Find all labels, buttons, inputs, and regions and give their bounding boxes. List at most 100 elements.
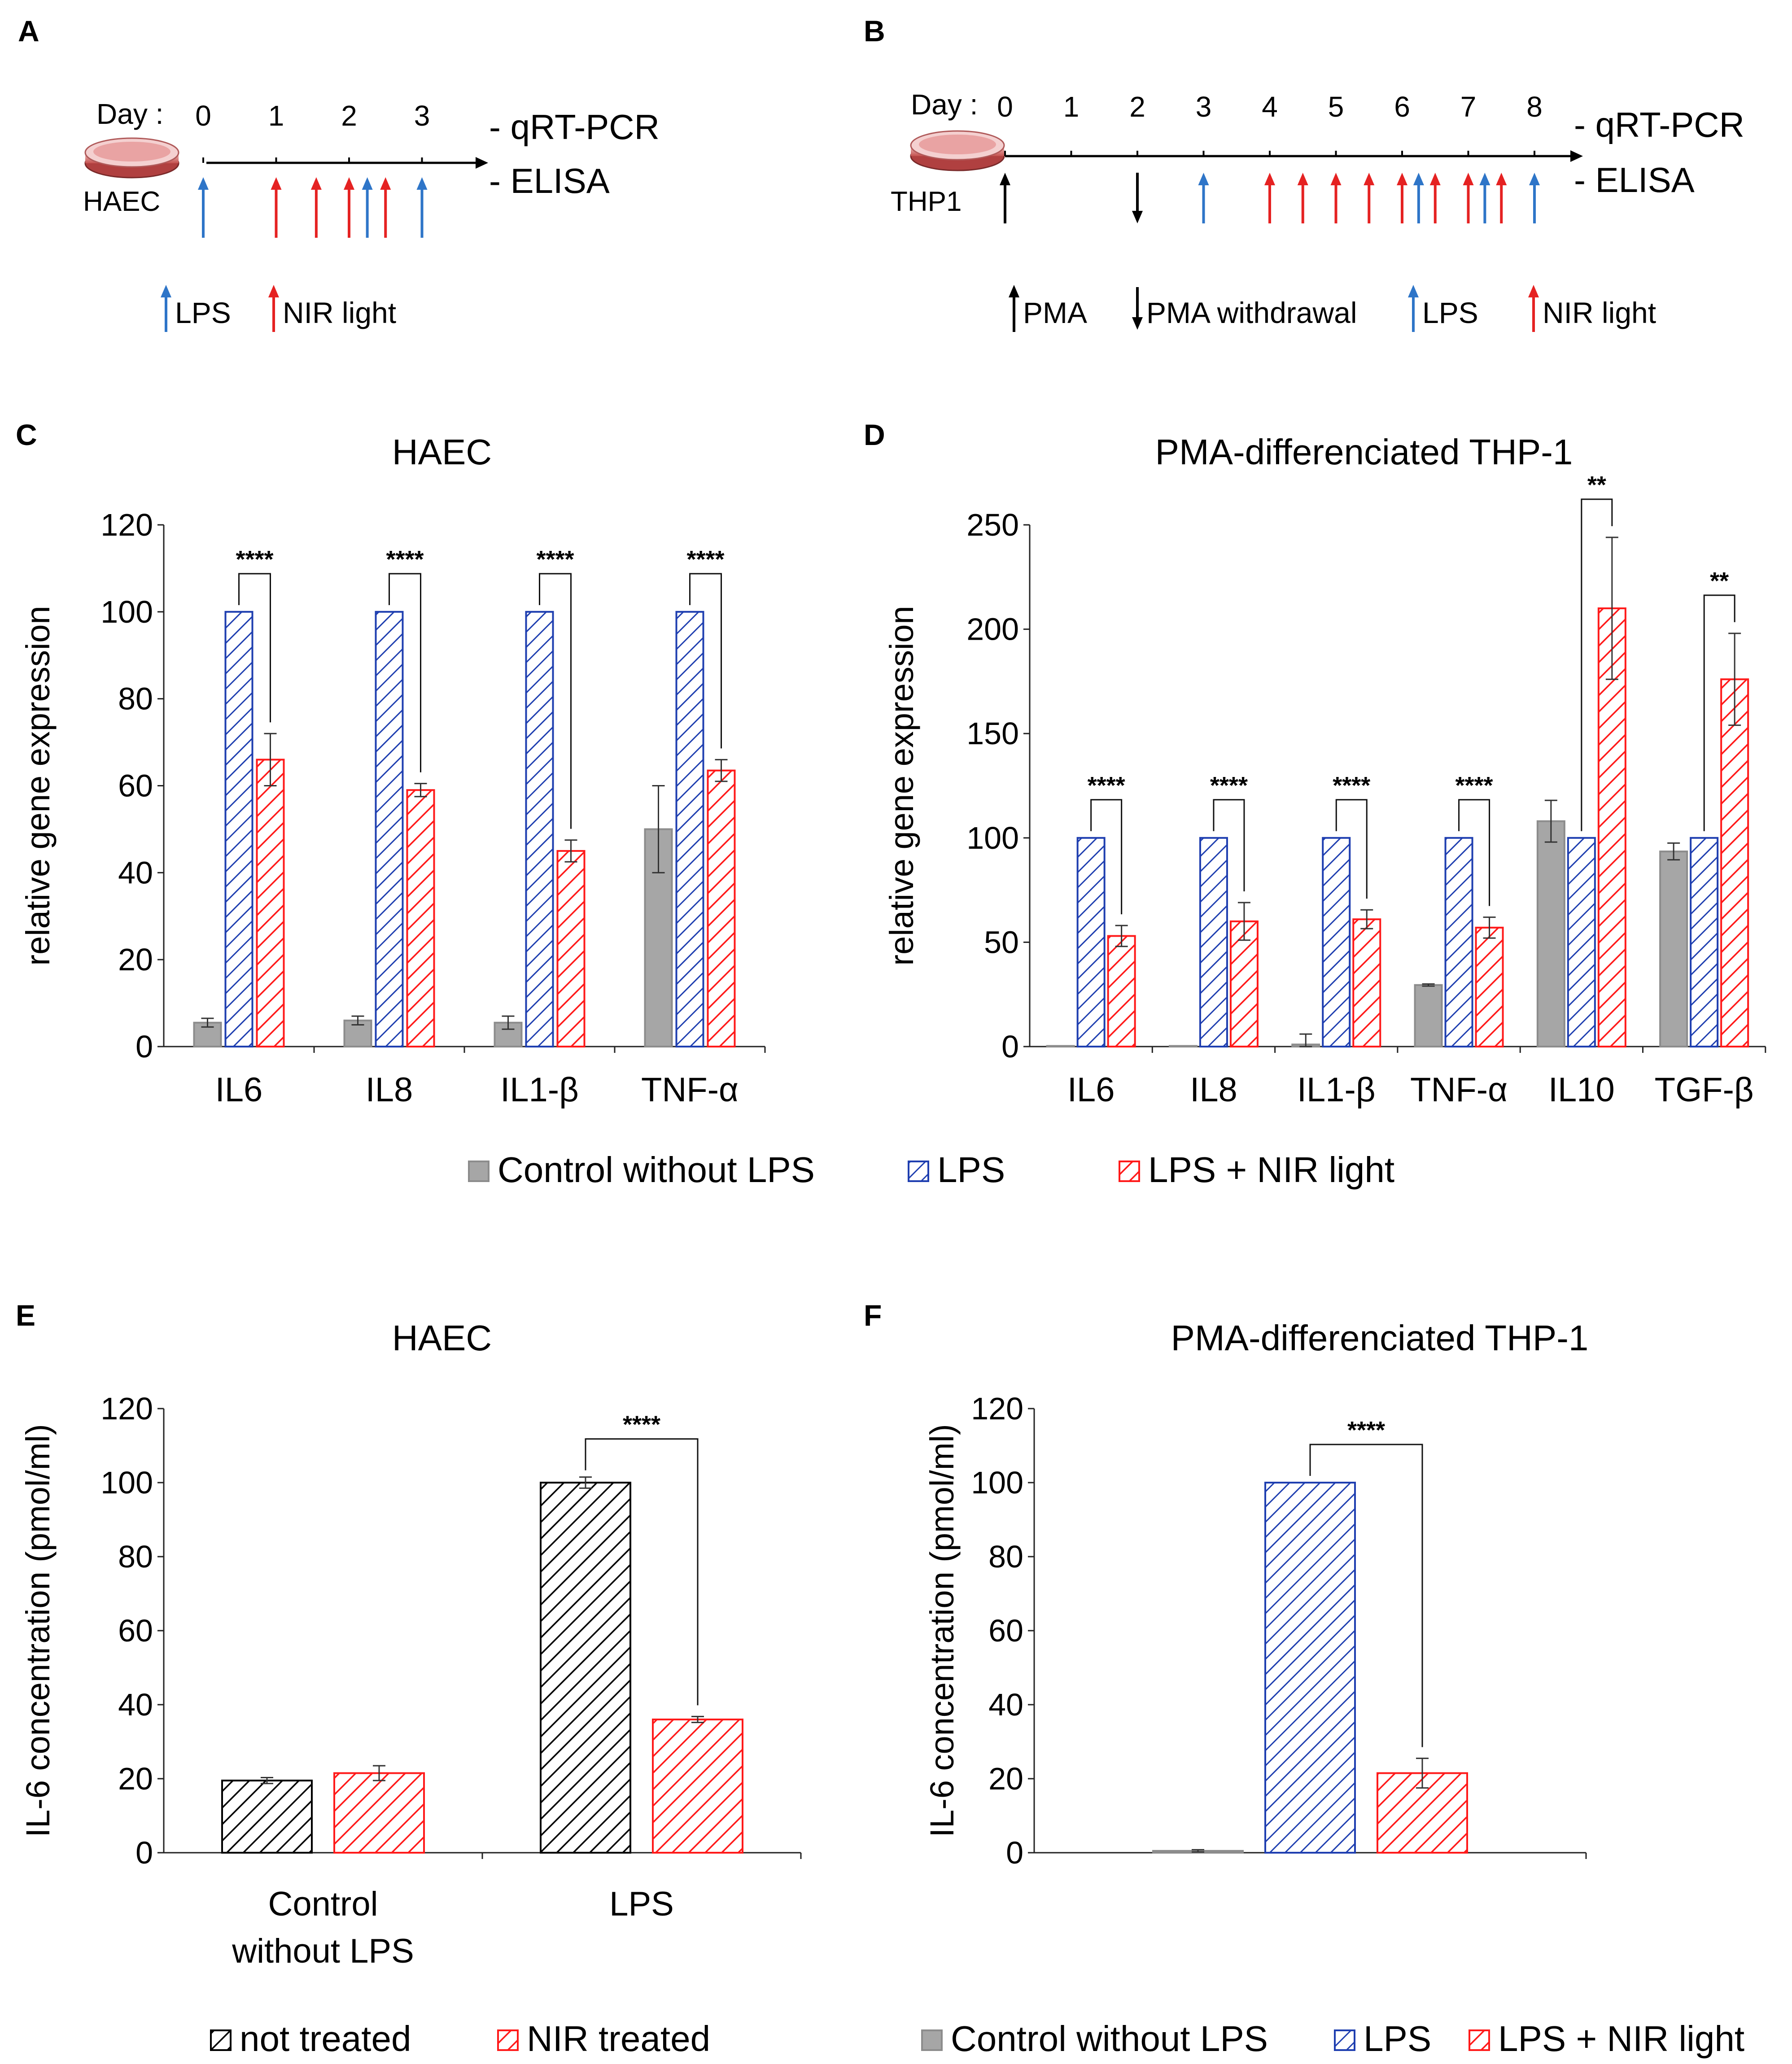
y-tick-label: 100 <box>966 820 1019 855</box>
legend-label: LPS <box>937 1150 1005 1190</box>
x-category-label: without LPS <box>232 1932 414 1970</box>
y-tick-label: 80 <box>118 681 153 716</box>
y-axis-label: relative gene expression <box>19 606 57 965</box>
legend-cd: Control without LPS LPS LPS + NIR light <box>468 1150 1394 1190</box>
significance-label: **** <box>1333 772 1370 799</box>
panel-label: B <box>864 14 885 48</box>
nir-arrow-head <box>1397 173 1407 185</box>
y-tick-label: 250 <box>966 507 1019 542</box>
significance-label: ** <box>1710 567 1729 594</box>
legend-label: PMA withdrawal <box>1146 296 1357 329</box>
timeline-arrowhead <box>476 157 488 169</box>
legend-label: NIR treated <box>527 2019 710 2059</box>
legend-swatch <box>1334 2029 1355 2051</box>
bar <box>1597 607 1626 1047</box>
bar <box>525 611 554 1048</box>
timeline-tick-label: 5 <box>1328 91 1344 123</box>
panel-label: F <box>864 1299 882 1332</box>
significance-label: **** <box>236 546 273 573</box>
y-tick-label: 80 <box>988 1539 1023 1574</box>
x-category-label: LPS <box>609 1885 674 1923</box>
legend-e: not treated NIR treated <box>210 2019 710 2059</box>
timeline-tick-label: 3 <box>414 100 430 132</box>
y-tick-label: 120 <box>101 507 153 542</box>
significance-bracket <box>539 573 572 829</box>
timeline-tick-label: 1 <box>1063 91 1080 123</box>
timeline-tick-label: 3 <box>1196 91 1212 123</box>
bar <box>675 611 704 1048</box>
panel-label: D <box>864 418 885 451</box>
legend-label: PMA <box>1023 296 1087 329</box>
legend-arrow-head <box>1132 317 1143 330</box>
cell-culture-dish-icon <box>84 137 179 179</box>
x-category-label: IL6 <box>1067 1071 1115 1109</box>
legend-label: LPS <box>1364 2019 1431 2059</box>
chart-panel-c: C HAEC relative gene expression 0 20 40 60 80 10… <box>16 418 766 1109</box>
significance-label: ** <box>1587 471 1606 498</box>
x-category-label: TGF-β <box>1655 1071 1754 1109</box>
significance-label: **** <box>1210 772 1248 799</box>
cell-line-label: HAEC <box>83 186 160 217</box>
y-tick-label: 50 <box>984 925 1019 960</box>
bar <box>256 759 285 1047</box>
legend-label: Control without LPS <box>498 1150 815 1190</box>
nir-arrow-head <box>1429 173 1441 185</box>
chart-panel-d: D PMA-differenciated THP-1 relative gene e… <box>864 418 1766 1109</box>
nir-arrow-head <box>310 177 322 190</box>
lps-arrow-head <box>1198 173 1209 185</box>
significance-bracket <box>689 573 722 749</box>
significance-bracket <box>1703 594 1735 831</box>
significance-bracket <box>1090 799 1123 915</box>
lps-arrow-head <box>1479 173 1490 185</box>
y-tick-label: 40 <box>118 1687 153 1722</box>
y-tick-label: 20 <box>118 942 153 977</box>
chart-title: PMA-differenciated THP-1 <box>1171 1318 1589 1358</box>
bar <box>644 828 673 1047</box>
bar <box>406 789 435 1047</box>
readout-label: - qRT-PCR <box>489 107 660 147</box>
nir-arrow-head <box>1330 173 1342 185</box>
chart-title: HAEC <box>392 432 492 472</box>
y-tick-label: 40 <box>988 1687 1023 1722</box>
readout-label: - ELISA <box>1574 160 1695 200</box>
day-label: Day : <box>911 88 978 121</box>
bar <box>1229 920 1259 1047</box>
legend-label: Control without LPS <box>951 2019 1268 2059</box>
significance-label: **** <box>1455 772 1493 799</box>
legend-swatch <box>210 2029 232 2051</box>
significance-bracket <box>238 573 271 723</box>
significance-label: **** <box>386 546 424 573</box>
legend-swatch <box>921 2029 943 2051</box>
y-axis-label: relative gene expression <box>883 606 920 965</box>
bar <box>1264 1482 1356 1854</box>
bar <box>224 611 254 1048</box>
panel-label: A <box>18 14 39 48</box>
legend-swatch <box>497 2029 519 2051</box>
significance-label: **** <box>1088 772 1125 799</box>
significance-bracket <box>1581 498 1613 831</box>
significance-label: **** <box>536 546 574 573</box>
legend-label: NIR light <box>283 296 396 329</box>
legend-swatch <box>468 1161 490 1182</box>
bar <box>375 611 404 1048</box>
x-category-label: IL1-β <box>1297 1071 1376 1109</box>
legend-label: LPS <box>175 296 231 329</box>
timeline-tick-label: 8 <box>1526 91 1543 123</box>
bar <box>707 769 736 1048</box>
x-category-label: Control <box>268 1885 378 1923</box>
y-tick-label: 150 <box>966 716 1019 751</box>
bar <box>1720 678 1749 1048</box>
chart-panel-e: E HAEC IL-6 concentration (pmol/ml) 0 20 40 60… <box>16 1299 802 1970</box>
significance-bracket <box>1309 1444 1423 1747</box>
bar <box>1444 837 1473 1048</box>
bar <box>1107 935 1136 1048</box>
panel-label: C <box>16 418 37 451</box>
pma-arrow-head <box>1000 173 1010 185</box>
nir-arrow-head <box>344 177 354 190</box>
x-category-label: IL8 <box>366 1071 413 1109</box>
timeline-panel-b: B THP1 Day : 0 1 2 3 4 5 6 7 8 - qRT-PCR - ELISA PMA PM… <box>864 14 1744 332</box>
timeline-tick-label: 0 <box>997 91 1013 123</box>
bar <box>221 1780 313 1854</box>
timeline-tick-label: 2 <box>341 100 357 132</box>
